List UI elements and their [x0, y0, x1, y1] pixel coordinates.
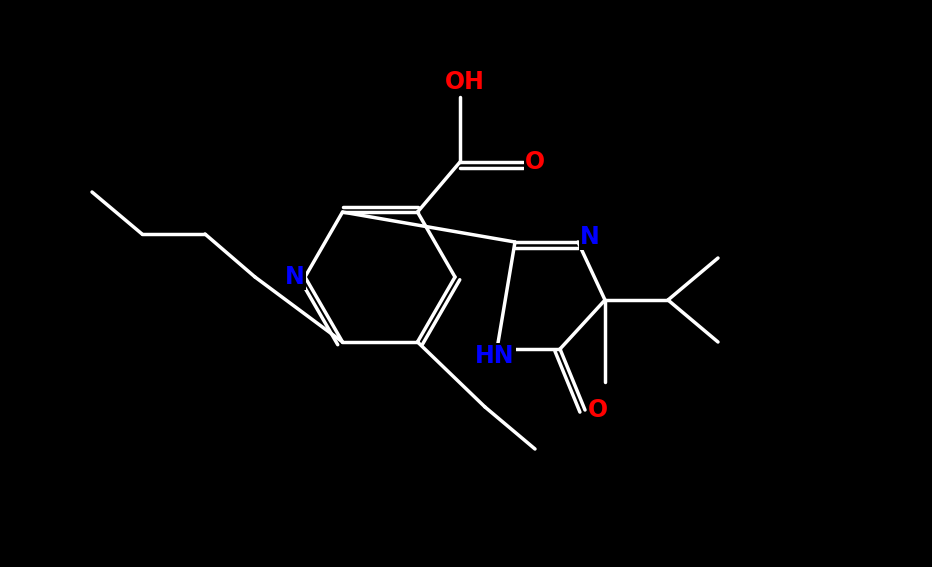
Text: N: N — [285, 265, 305, 289]
Text: O: O — [588, 398, 608, 422]
Text: HN: HN — [475, 344, 514, 368]
Text: OH: OH — [445, 70, 485, 94]
Text: N: N — [580, 225, 600, 249]
Text: O: O — [525, 150, 545, 174]
